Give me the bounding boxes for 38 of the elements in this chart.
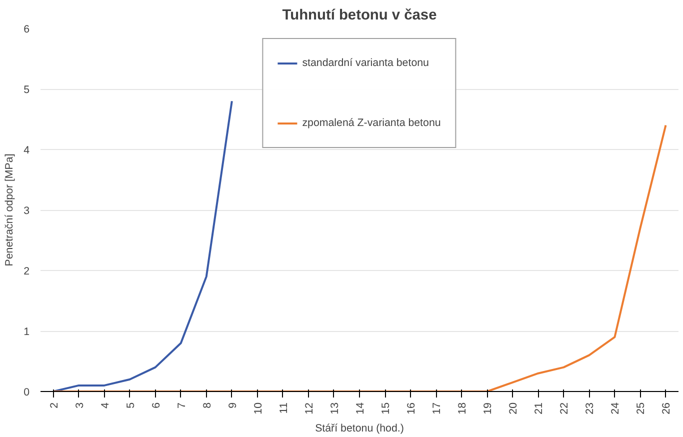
y-tick-label: 0 [24, 386, 30, 398]
x-tick-label: 17 [431, 402, 444, 414]
x-axis-title: Stáří betonu (hod.) [315, 422, 404, 434]
x-tick-label: 24 [610, 402, 622, 414]
x-tick-label: 8 [201, 402, 214, 408]
x-tick-label: 11 [278, 402, 290, 414]
legend-label: zpomalená Z-varianta betonu [302, 117, 441, 129]
y-tick-label: 4 [24, 144, 30, 156]
x-tick-label: 22 [558, 402, 571, 414]
x-tick-label: 5 [124, 402, 137, 408]
x-tick-label: 13 [328, 402, 341, 414]
x-tick-label: 14 [354, 402, 366, 414]
chart-title: Tuhnutí betonu v čase [282, 8, 437, 24]
x-tick-label: 25 [635, 402, 648, 414]
y-tick-label: 1 [24, 326, 30, 338]
y-tick-label: 3 [24, 205, 30, 217]
x-tick-label: 10 [252, 402, 264, 414]
x-tick-label: 4 [99, 402, 112, 408]
x-tick-label: 20 [508, 402, 520, 414]
x-tick-label: 12 [303, 402, 316, 414]
y-tick-label: 2 [24, 266, 30, 278]
x-tick-label: 3 [74, 402, 86, 408]
x-tick-label: 26 [660, 402, 673, 414]
x-tick-label: 21 [533, 402, 546, 414]
x-tick-label: 19 [482, 402, 494, 414]
x-tick-label: 18 [456, 402, 469, 414]
x-tick-label: 23 [584, 402, 596, 414]
x-tick-label: 2 [48, 402, 60, 408]
x-tick-label: 6 [150, 402, 162, 408]
y-axis-title: Penetrační odpor [MPa] [4, 154, 16, 266]
y-tick-label: 6 [24, 24, 30, 36]
x-tick-label: 9 [226, 402, 239, 408]
x-tick-label: 15 [380, 402, 392, 414]
x-tick-label: 7 [176, 402, 188, 408]
legend-label: standardní varianta betonu [302, 57, 429, 69]
x-tick-label: 16 [406, 402, 418, 414]
y-tick-label: 5 [24, 84, 30, 96]
line-series [52, 100, 233, 392]
